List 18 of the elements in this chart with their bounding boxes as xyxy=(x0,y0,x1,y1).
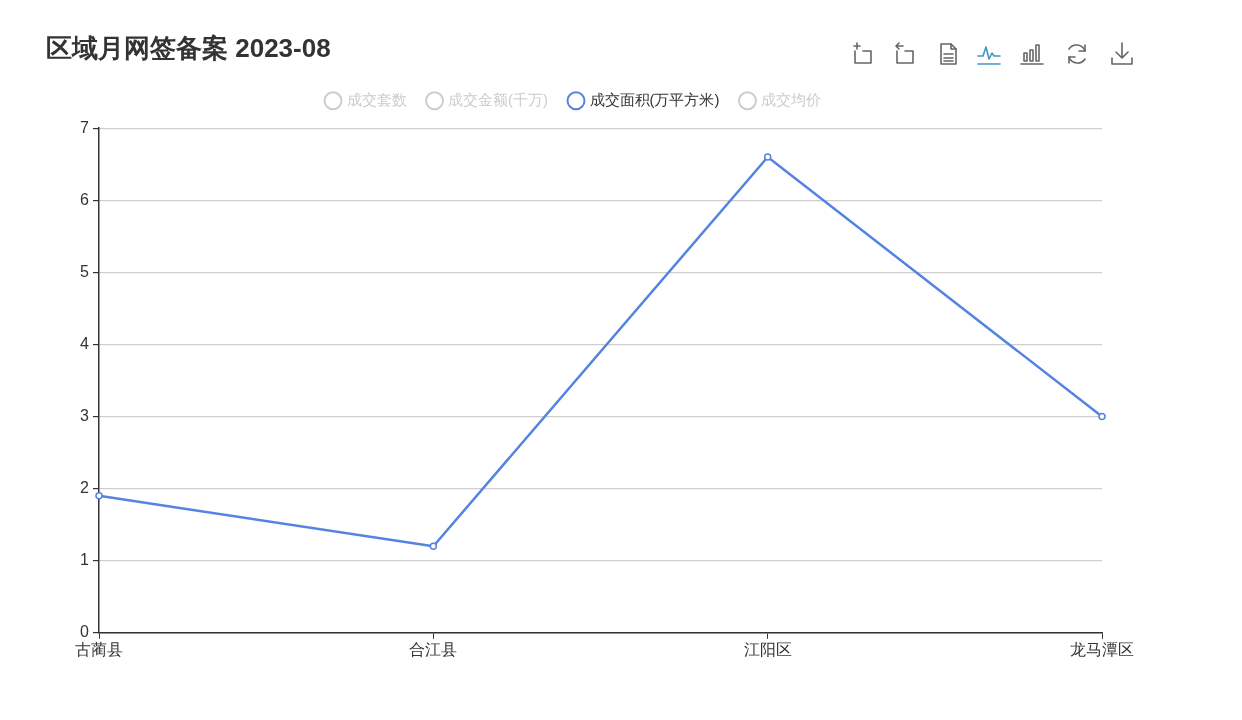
x-tick-label: 古蔺县 xyxy=(75,640,123,658)
point xyxy=(763,153,772,161)
y-tick-label: 0 xyxy=(80,623,90,641)
point xyxy=(429,542,438,551)
point xyxy=(95,492,103,500)
x-tick-label: 合江县 xyxy=(409,640,458,658)
point xyxy=(1098,412,1106,421)
y-tick-label: 3 xyxy=(80,406,90,424)
y-tick-label: 1 xyxy=(80,551,90,569)
y-tick-label: 6 xyxy=(80,190,90,208)
y-tick-label: 2 xyxy=(80,479,90,497)
chart-title: 区域月网签备案 2023-08 xyxy=(46,32,331,63)
x-tick-label: 龙马潭区 xyxy=(1070,640,1134,658)
legend-label: 成交面积(万平方米) xyxy=(589,90,720,108)
y-tick-label: 4 xyxy=(80,334,90,352)
y-tick-label: 7 xyxy=(80,118,90,136)
x-tick-label: 江阳区 xyxy=(743,640,792,658)
y-tick-label: 5 xyxy=(80,262,90,280)
